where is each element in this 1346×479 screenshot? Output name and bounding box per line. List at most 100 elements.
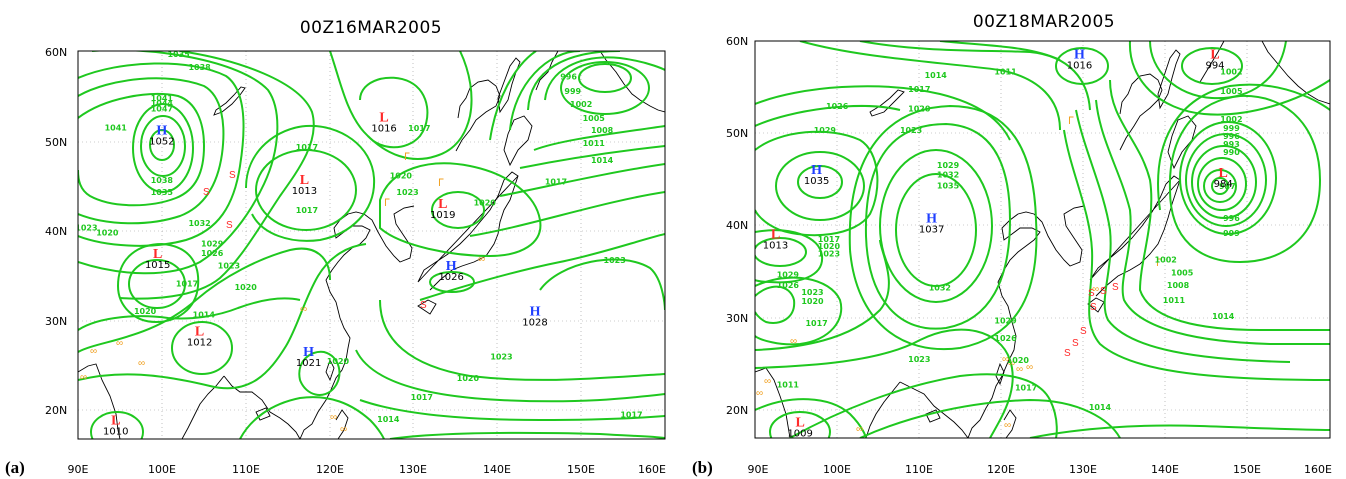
weather-symbol-icon: S [420, 300, 427, 311]
lon-tick: 110E [232, 463, 260, 476]
panel-b-isobar-label: 1032 [937, 171, 959, 180]
panel-a-isobar-label: 1017 [176, 279, 198, 288]
panel-a-isobar-label: 1029 [201, 240, 224, 249]
panel-b-isobar-label: 1002 [1220, 115, 1242, 124]
panel-b-isobars [755, 41, 1330, 438]
panel-b-isobar-label: 993 [1223, 140, 1240, 149]
panel-b-isobar-label: 987 [1219, 182, 1236, 191]
center-pressure-value: 1013 [763, 241, 788, 252]
panel-b-isobar-label: 1023 [900, 126, 922, 135]
weather-symbol-icon: ∞ [138, 358, 145, 369]
lat-tick: 40N [726, 219, 748, 232]
panel-a-isobar-label: 1017 [620, 410, 642, 419]
weather-symbol-icon: ∞ [1008, 358, 1015, 369]
weather-symbol-icon: ∞ [790, 336, 797, 347]
low-center-letter: L [195, 325, 204, 340]
panel-b-isobar-label: 1014 [1212, 312, 1235, 321]
panel-a-isobar-label: 1020 [235, 283, 258, 292]
panel-b-isobar-label: 1011 [777, 381, 800, 390]
panel-b-isobar-label: 1035 [937, 181, 960, 190]
weather-symbol-icon: ᒥ [404, 152, 410, 163]
panel-b-coastlines [755, 41, 1330, 438]
low-center-letter: L [438, 197, 447, 212]
weather-symbol-icon: S [1064, 348, 1071, 359]
weather-symbol-icon: ∞ [1004, 420, 1011, 431]
lat-tick: 20N [726, 404, 748, 417]
weather-symbol-icon: ∞ [1016, 364, 1023, 375]
center-pressure-value: 1026 [438, 272, 463, 283]
lon-tick: 90E [68, 463, 89, 476]
high-center-letter: H [811, 163, 822, 178]
panel-b-isobar-label: 1014 [1089, 403, 1112, 412]
lon-tick: 140E [483, 463, 511, 476]
weather-symbol-icon: ∞ [1092, 284, 1099, 295]
panel-a-coastlines [78, 51, 665, 439]
panel-a-isobar-label: 1023 [396, 188, 418, 197]
high-center-letter: H [303, 345, 314, 360]
panel-a-isobar-label: 1011 [583, 139, 606, 148]
panel-a-isobar-label: 1023 [490, 353, 512, 362]
panel-b-isobar-label: 996 [1223, 214, 1240, 223]
weather-symbol-icon: ∞ [478, 254, 485, 265]
weather-symbol-icon: S [203, 187, 210, 198]
low-center-letter: L [796, 416, 805, 431]
weather-symbol-icon: ∞ [300, 304, 307, 315]
panel-b-isobar-label: 1029 [994, 316, 1017, 325]
panel-a-isobar-label: 1020 [457, 374, 480, 383]
lon-tick: 110E [905, 463, 933, 476]
panel-b-isobar-label: 1017 [818, 235, 840, 244]
panel-a-isobar-label: 1041 [151, 94, 174, 103]
panel-b-lat-ticks: 60N 50N 40N 30N 20N [726, 35, 748, 417]
low-center-letter: L [153, 247, 162, 262]
panel-b-isobar-label: 1029 [777, 270, 800, 279]
panel-a-isobar-label: 1023 [218, 261, 240, 270]
lon-tick: 120E [987, 463, 1015, 476]
weather-symbol-icon: ∞ [340, 424, 347, 435]
low-center-letter: L [1219, 166, 1228, 181]
panel-a-isobar-label: 1038 [151, 176, 174, 185]
center-pressure-value: 1012 [187, 338, 212, 349]
panel-b-frame [754, 40, 1331, 439]
panel-b-isobar-label: 1020 [908, 105, 931, 114]
panel-a-isobar-label: 996 [560, 72, 577, 81]
panel-a-isobar-label: 1038 [188, 63, 211, 72]
panel-b-isobar-label: 1020 [1007, 356, 1030, 365]
high-center-letter: H [926, 212, 937, 227]
panel-b-isobar-label: 1011 [1163, 296, 1186, 305]
panel-b-isobar-label: 1014 [925, 71, 948, 80]
panel-a-isobar-label: 1017 [411, 393, 433, 402]
panel-b-isobar-label: 1020 [801, 297, 824, 306]
lon-tick: 160E [638, 463, 666, 476]
panel-a-frame [77, 50, 666, 440]
center-pressure-value: 1015 [145, 260, 170, 271]
weather-symbol-icon: S [1072, 338, 1079, 349]
panel-a-isobar-label: 1041 [105, 123, 128, 132]
weather-symbol-icon: S [1112, 282, 1119, 293]
weather-symbol-icon: ∞ [330, 412, 337, 423]
panel-b-isobar-label: 1017 [908, 85, 930, 94]
panel-a-isobar-label: 1023 [75, 223, 97, 232]
weather-symbol-icon: ∞ [1002, 354, 1009, 365]
lon-tick: 150E [567, 463, 595, 476]
center-pressure-value: 1019 [430, 210, 455, 221]
center-pressure-value: 1009 [787, 429, 812, 440]
panel-b-isobar-label: 1005 [1171, 269, 1194, 278]
lon-tick: 90E [748, 463, 769, 476]
panel-b-isobar-label: 1005 [1220, 87, 1243, 96]
panel-a-isobar-label: 1026 [201, 249, 224, 258]
weather-symbol-icon: ᒥ [438, 178, 444, 189]
weather-symbol-icon: S [1088, 288, 1095, 299]
panel-a-isobar-label: 1017 [408, 124, 430, 133]
high-center-letter: H [156, 124, 167, 139]
low-center-letter: L [771, 228, 780, 243]
